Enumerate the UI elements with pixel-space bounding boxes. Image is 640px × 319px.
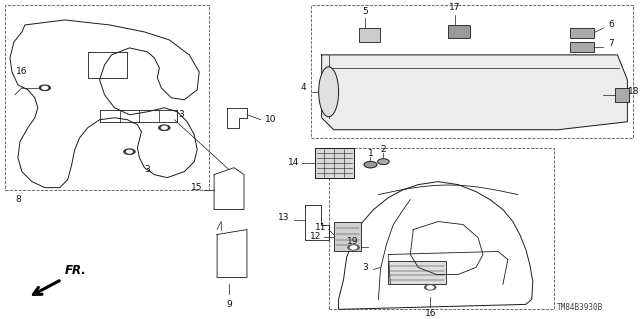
Circle shape [127,150,132,153]
Bar [5,5,209,189]
Text: 18: 18 [628,87,639,96]
Text: 16: 16 [424,309,436,318]
Circle shape [39,85,51,91]
Text: 9: 9 [226,300,232,309]
Ellipse shape [319,67,339,117]
Circle shape [350,246,356,249]
Text: 19: 19 [347,237,358,246]
Text: 7: 7 [609,40,614,48]
Circle shape [364,161,377,168]
Text: 1: 1 [367,149,373,158]
Bar [88,52,127,78]
Text: 3: 3 [145,165,150,174]
Text: 10: 10 [265,115,276,124]
Text: 15: 15 [191,183,203,192]
Text: 17: 17 [449,4,460,12]
Text: 3: 3 [179,110,184,119]
Text: 11: 11 [315,223,326,232]
Text: 16: 16 [16,67,28,76]
Circle shape [161,126,167,129]
Circle shape [378,159,389,165]
Bar [616,88,629,102]
Bar [388,262,446,285]
Circle shape [427,286,433,289]
Text: 3: 3 [363,263,369,272]
Bar [315,148,353,178]
Text: 12: 12 [310,232,321,241]
Text: 4: 4 [301,83,307,92]
Bar [570,28,593,38]
Bar [310,5,634,138]
Text: 5: 5 [362,7,368,17]
Bar [570,42,593,52]
Polygon shape [322,55,627,130]
Circle shape [424,284,436,291]
Text: 13: 13 [278,213,289,222]
Text: 2: 2 [381,145,386,154]
Bar [358,28,380,42]
Circle shape [42,86,48,89]
Text: 14: 14 [288,158,300,167]
Circle shape [347,244,360,251]
Text: 6: 6 [609,20,614,29]
Text: 8: 8 [15,195,21,204]
Text: TM84B3930B: TM84B3930B [556,303,603,312]
Bar [328,148,554,309]
Text: FR.: FR. [65,264,86,278]
Circle shape [124,149,135,154]
Bar [448,25,470,38]
Bar [333,222,360,251]
Circle shape [159,125,170,130]
